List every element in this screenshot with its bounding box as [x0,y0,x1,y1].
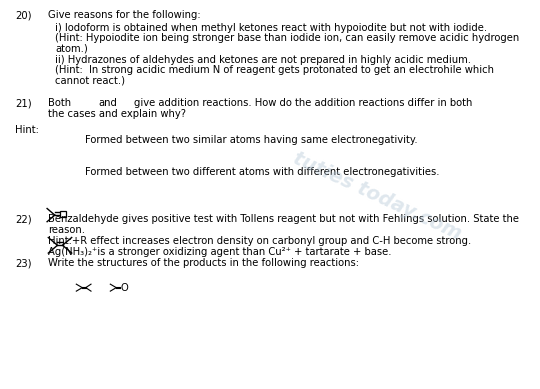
Text: give addition reactions. How do the addition reactions differ in both: give addition reactions. How do the addi… [134,98,472,108]
Text: 20): 20) [15,10,31,20]
Text: 21): 21) [15,98,32,108]
Text: reason.: reason. [48,225,85,235]
Text: Hint:: Hint: [15,125,39,135]
Bar [60,211,66,217]
Text: (Hint: Hypoiodite ion being stronger base than iodide ion, can easily remove aci: (Hint: Hypoiodite ion being stronger bas… [55,33,519,43]
Text: tuties today.com: tuties today.com [290,149,464,244]
Text: i) Iodoform is obtained when methyl ketones react with hypoiodite but not with i: i) Iodoform is obtained when methyl keto… [55,23,487,33]
Text: and: and [98,98,117,108]
Text: Both: Both [48,98,71,108]
Text: Ag(NH₃)₂⁺is a stronger oxidizing agent than Cu²⁺ + tartarate + base.: Ag(NH₃)₂⁺is a stronger oxidizing agent t… [48,247,392,257]
Text: Formed between two similar atoms having same electronegativity.: Formed between two similar atoms having … [85,135,417,145]
Text: Write the structures of the products in the following reactions:: Write the structures of the products in … [48,258,359,268]
Text: ii) Hydrazones of aldehydes and ketones are not prepared in highly acidic medium: ii) Hydrazones of aldehydes and ketones … [55,55,471,65]
Text: 22): 22) [15,214,32,224]
Text: Benzaldehyde gives positive test with Tollens reagent but not with Fehlings solu: Benzaldehyde gives positive test with To… [48,214,519,224]
Text: cannot react.): cannot react.) [55,75,125,85]
Text: atom.): atom.) [55,43,87,53]
Text: 23): 23) [15,258,31,268]
Text: (Hint:  In strong acidic medium N of reagent gets protonated to get an electrohi: (Hint: In strong acidic medium N of reag… [55,65,494,75]
Text: O: O [120,283,128,293]
Text: Hint:+R effect increases electron density on carbonyl group and C-H become stron: Hint:+R effect increases electron densit… [48,236,471,246]
Text: Give reasons for the following:: Give reasons for the following: [48,10,201,20]
Text: Formed between two different atoms with different electronegativities.: Formed between two different atoms with … [85,167,440,177]
Text: the cases and explain why?: the cases and explain why? [48,109,186,119]
